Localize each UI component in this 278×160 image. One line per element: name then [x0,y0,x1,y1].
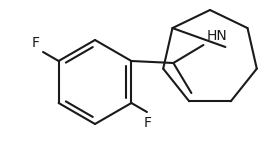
Text: F: F [32,36,40,50]
Text: HN: HN [206,29,227,43]
Text: F: F [144,116,152,130]
